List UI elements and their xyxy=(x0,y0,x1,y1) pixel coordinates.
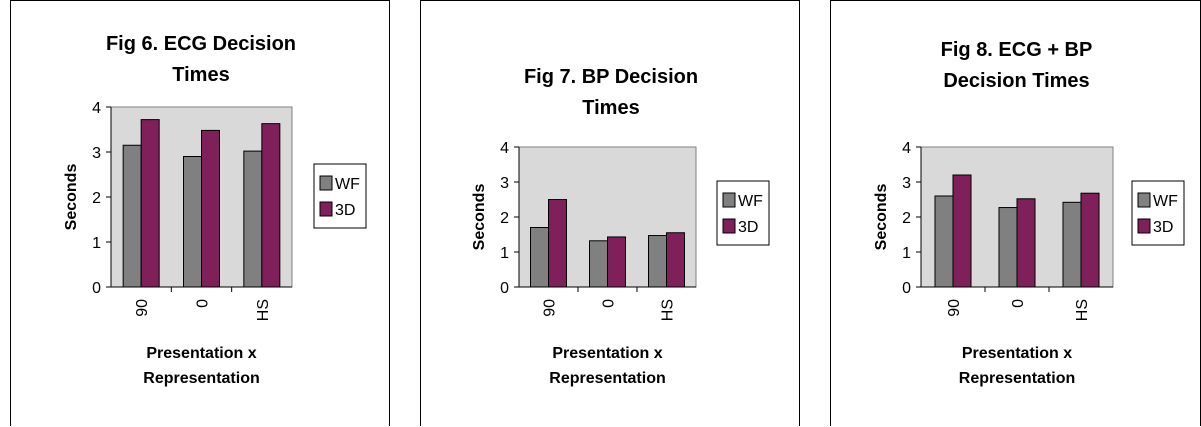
x-tick-label: 0 xyxy=(1010,299,1027,308)
y-tick-label: 2 xyxy=(500,210,509,227)
chart-title-line: Fig 7. BP Decision xyxy=(524,66,698,88)
x-tick-label: 0 xyxy=(601,299,618,308)
x-tick-label: 90 xyxy=(542,299,559,317)
legend-swatch-3d xyxy=(319,201,333,217)
legend-label-3d: 3D xyxy=(335,202,355,219)
bar-wf-0 xyxy=(998,207,1018,288)
bar-wf-90 xyxy=(122,144,142,288)
chart-panel-ecg-bp: Fig 8. ECG + BP Decision Times 0 1 2 3 4 Second… xyxy=(830,0,1201,426)
chart-panel-ecg: Fig 6. ECG Decision Times 0 1 2 3 4 Seconds 90 0 H… xyxy=(10,0,390,426)
legend-label-wf: WF xyxy=(738,193,763,210)
bar-wf-0 xyxy=(589,240,608,288)
legend-swatch-wf xyxy=(1137,192,1151,208)
bar-wf-90 xyxy=(934,195,954,288)
chart-ecg-decision-times: Fig 6. ECG Decision Times 0 1 2 3 4 Seconds 90 0 H… xyxy=(63,33,367,387)
x-axis-label-line: Presentation x xyxy=(552,345,662,362)
legend-box xyxy=(1131,180,1185,246)
chart-title-line: Fig 8. ECG + BP xyxy=(941,39,1093,61)
legend-swatch-3d xyxy=(1137,218,1151,234)
y-tick-label: 1 xyxy=(500,245,509,262)
x-axis-label-line: Presentation x xyxy=(962,345,1072,362)
chart-title-line: Times xyxy=(582,97,639,119)
chart-ecg-bp-decision-times: Fig 8. ECG + BP Decision Times 0 1 2 3 4 Second… xyxy=(873,39,1185,387)
y-tick-label: 0 xyxy=(92,280,101,297)
chart-title-line: Fig 6. ECG Decision xyxy=(106,33,296,55)
y-tick-label: 1 xyxy=(92,235,101,252)
bar-3d-0 xyxy=(607,236,626,288)
y-axis-label: Seconds xyxy=(873,184,890,251)
y-tick-label: 4 xyxy=(902,140,911,157)
chart-title-line: Times xyxy=(172,64,229,86)
y-tick-label: 3 xyxy=(902,175,911,192)
legend-swatch-wf xyxy=(722,192,736,208)
bar-3d-0 xyxy=(1016,198,1036,288)
bar-wf-hs xyxy=(243,150,263,288)
chart-panel-bp: Fig 7. BP Decision Times 0 1 2 3 4 Seconds 90 0 HS… xyxy=(420,0,800,426)
chart-title-line: Decision Times xyxy=(943,70,1089,92)
x-axis-label-line: Presentation x xyxy=(146,345,256,362)
bar-wf-0 xyxy=(183,156,202,288)
x-axis-label-line: Representation xyxy=(959,370,1075,387)
legend-label-3d: 3D xyxy=(738,219,758,236)
y-axis-label: Seconds xyxy=(471,184,488,251)
y-tick-label: 0 xyxy=(500,280,509,297)
bar-3d-hs xyxy=(261,123,281,288)
y-tick-label: 2 xyxy=(902,210,911,227)
x-tick-label: HS xyxy=(1074,299,1091,321)
legend-swatch-wf xyxy=(319,175,333,191)
y-tick-label: 0 xyxy=(902,280,911,297)
x-tick-label: 0 xyxy=(195,299,212,308)
bar-wf-90 xyxy=(530,227,549,288)
bar-wf-hs xyxy=(1062,201,1082,288)
legend-box xyxy=(716,180,770,246)
bar-3d-hs xyxy=(1080,192,1100,288)
legend-swatch-3d xyxy=(722,218,736,234)
bar-3d-90 xyxy=(140,119,160,288)
bar-3d-90 xyxy=(548,199,567,288)
y-axis-label: Seconds xyxy=(63,164,80,231)
x-axis-label-line: Representation xyxy=(143,370,259,387)
bar-3d-0 xyxy=(201,129,220,288)
y-tick-label: 3 xyxy=(500,175,509,192)
bar-wf-hs xyxy=(648,235,667,288)
legend-label-wf: WF xyxy=(1153,193,1178,210)
x-tick-label: 90 xyxy=(134,299,151,317)
x-tick-label: 90 xyxy=(946,299,963,317)
bar-3d-90 xyxy=(952,174,972,288)
x-tick-label: HS xyxy=(660,299,677,321)
legend-label-wf: WF xyxy=(335,176,360,193)
y-tick-label: 4 xyxy=(92,100,101,117)
y-tick-label: 2 xyxy=(92,190,101,207)
x-tick-label: HS xyxy=(255,299,272,321)
y-tick-label: 1 xyxy=(902,245,911,262)
chart-bp-decision-times: Fig 7. BP Decision Times 0 1 2 3 4 Seconds 90 0 HS… xyxy=(471,66,770,387)
x-axis-label-line: Representation xyxy=(549,370,665,387)
y-tick-label: 4 xyxy=(500,140,509,157)
legend-box xyxy=(313,163,367,229)
bar-3d-hs xyxy=(666,232,685,288)
y-tick-label: 3 xyxy=(92,145,101,162)
legend-label-3d: 3D xyxy=(1153,219,1173,236)
